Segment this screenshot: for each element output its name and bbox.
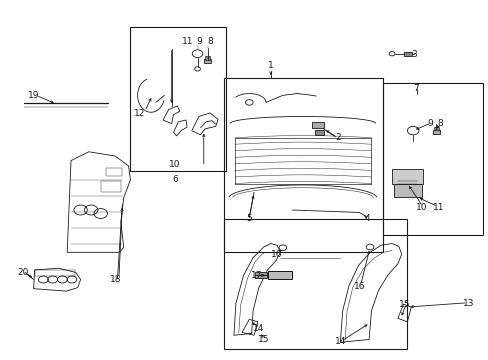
Bar xyxy=(224,78,383,252)
Text: 14: 14 xyxy=(334,337,346,346)
Text: 4: 4 xyxy=(364,214,369,223)
Text: 12: 12 xyxy=(134,109,145,118)
Text: 16: 16 xyxy=(271,249,282,258)
Bar xyxy=(315,130,324,135)
Text: 11: 11 xyxy=(432,203,444,212)
Bar xyxy=(105,168,122,176)
Text: 10: 10 xyxy=(169,159,181,168)
Text: 18: 18 xyxy=(110,275,122,284)
Text: 13: 13 xyxy=(462,299,473,308)
Bar xyxy=(432,130,439,134)
Text: 7: 7 xyxy=(412,85,418,94)
Text: 6: 6 xyxy=(172,175,178,184)
Text: 17: 17 xyxy=(250,271,262,280)
Bar xyxy=(224,219,407,349)
Text: 15: 15 xyxy=(399,300,410,309)
Bar xyxy=(205,56,209,60)
Text: 8: 8 xyxy=(436,119,442,128)
Text: 2: 2 xyxy=(334,133,340,142)
Text: 8: 8 xyxy=(207,37,212,46)
Bar xyxy=(130,27,226,171)
Text: 19: 19 xyxy=(28,91,40,100)
Bar xyxy=(311,122,323,128)
Bar xyxy=(403,51,411,56)
Bar xyxy=(383,83,482,235)
Text: 3: 3 xyxy=(411,50,417,59)
Bar xyxy=(393,184,421,197)
Bar xyxy=(204,59,210,63)
Text: 20: 20 xyxy=(18,268,29,277)
Text: 15: 15 xyxy=(257,335,269,344)
Text: 9: 9 xyxy=(427,119,432,128)
Text: 11: 11 xyxy=(182,37,193,46)
Text: 9: 9 xyxy=(196,37,202,46)
Text: 5: 5 xyxy=(246,214,252,223)
Text: 10: 10 xyxy=(415,203,427,212)
Text: 14: 14 xyxy=(253,324,264,333)
Text: 1: 1 xyxy=(267,61,273,70)
Bar xyxy=(255,272,266,278)
Bar xyxy=(101,181,121,192)
Bar xyxy=(267,271,292,279)
Text: 16: 16 xyxy=(353,282,365,291)
Bar xyxy=(391,169,423,184)
Bar xyxy=(433,127,438,130)
Bar xyxy=(35,270,75,276)
